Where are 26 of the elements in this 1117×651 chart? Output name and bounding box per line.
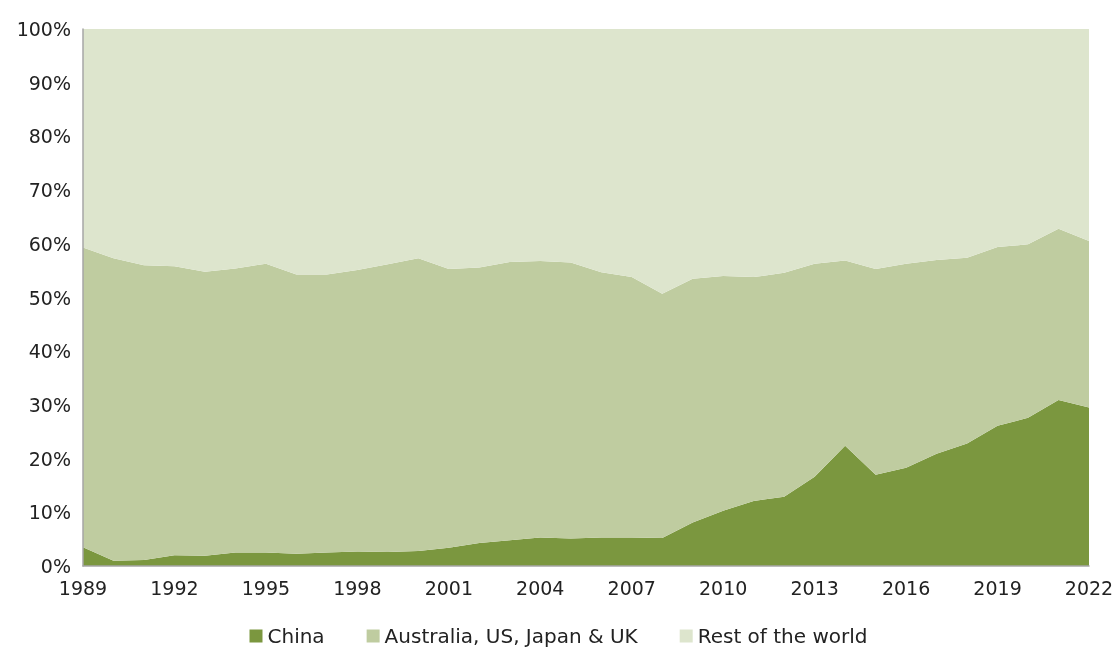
x-tick-label: 2007: [607, 576, 656, 599]
legend-label: China: [267, 624, 325, 648]
legend-label: Rest of the world: [697, 624, 868, 648]
x-tick-label: 1989: [58, 576, 108, 599]
y-tick-label: 80%: [28, 125, 71, 148]
x-tick-label: 2001: [424, 576, 473, 599]
y-tick-label: 50%: [28, 286, 71, 309]
x-tick-label: 1995: [241, 576, 291, 599]
x-tick-label: 2013: [790, 576, 839, 599]
y-tick-label: 60%: [28, 232, 71, 255]
legend-label: Australia, US, Japan & UK: [384, 624, 639, 648]
x-tick-label: 2019: [973, 576, 1022, 599]
y-tick-label: 100%: [16, 18, 71, 40]
y-tick-label: 70%: [28, 179, 71, 202]
x-tick-label: 2010: [699, 576, 748, 599]
x-tick-label: 2004: [516, 576, 565, 599]
y-tick-label: 30%: [28, 393, 71, 416]
y-tick-label: 20%: [28, 447, 71, 470]
x-tick-label: 1998: [333, 576, 382, 599]
x-tick-label: 2016: [881, 576, 931, 599]
y-tick-label: 10%: [28, 501, 71, 524]
x-tick-label: 1992: [150, 576, 199, 599]
y-tick-label: 0%: [40, 555, 71, 577]
y-tick-label: 90%: [28, 71, 71, 94]
x-tick-label: 2022: [1064, 576, 1114, 599]
y-tick-label: 40%: [28, 340, 71, 363]
